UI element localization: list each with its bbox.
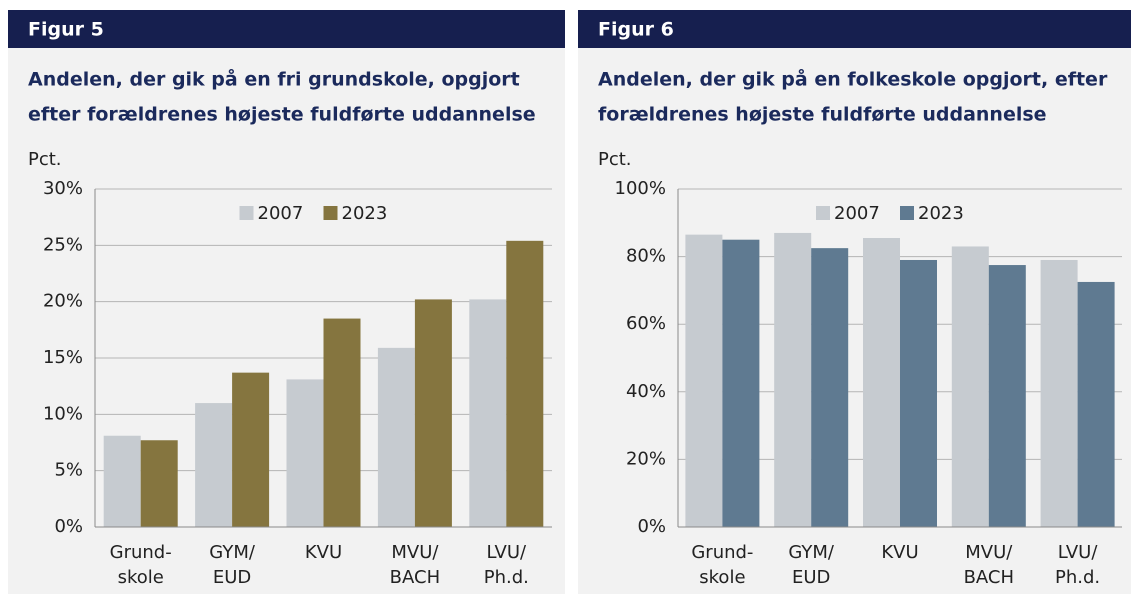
x-tick-label: MVU/ xyxy=(391,542,439,563)
x-tick-label: KVU xyxy=(881,542,918,563)
bar xyxy=(811,248,849,527)
chart-title: efter forældrenes højeste fuldførte udda… xyxy=(28,104,536,126)
bar xyxy=(377,347,415,527)
x-tick-label: GYM/ xyxy=(209,542,256,563)
y-tick-label: 20% xyxy=(43,291,83,312)
panel-header xyxy=(8,10,565,48)
y-tick-label: 15% xyxy=(43,347,83,368)
bar xyxy=(863,238,900,527)
figure-label: Figur 5 xyxy=(28,19,104,41)
x-tick-label: EUD xyxy=(792,567,830,588)
y-tick-label: 20% xyxy=(626,448,666,469)
chart-title: Andelen, der gik på en folkeskole opgjor… xyxy=(598,67,1108,91)
legend-label: 2023 xyxy=(342,203,388,224)
bar xyxy=(506,240,544,527)
x-tick-label: Ph.d. xyxy=(484,567,529,588)
legend-label: 2007 xyxy=(834,203,880,224)
y-tick-label: 80% xyxy=(626,246,666,267)
y-tick-label: 0% xyxy=(54,516,83,537)
x-tick-label: EUD xyxy=(213,567,251,588)
bar xyxy=(722,239,760,527)
bar xyxy=(286,379,324,527)
legend-swatch xyxy=(900,206,914,220)
x-tick-label: GYM/ xyxy=(788,542,835,563)
x-tick-label: Grund- xyxy=(691,542,753,563)
figure-label: Figur 6 xyxy=(598,19,674,41)
bar xyxy=(103,435,141,527)
y-tick-label: 60% xyxy=(626,313,666,334)
y-tick-label: 5% xyxy=(54,460,83,481)
chart-title: Andelen, der gik på en fri grundskole, o… xyxy=(28,67,520,91)
y-tick-label: 10% xyxy=(43,403,83,424)
panel xyxy=(578,10,1131,594)
y-axis-label: Pct. xyxy=(28,149,62,170)
x-tick-label: LVU/ xyxy=(1058,542,1099,563)
legend-label: 2023 xyxy=(918,203,964,224)
x-tick-label: LVU/ xyxy=(486,542,527,563)
bar xyxy=(323,318,361,527)
y-tick-label: 25% xyxy=(43,234,83,255)
bar xyxy=(988,265,1026,527)
x-tick-label: Grund- xyxy=(110,542,172,563)
chart-title: forældrenes højeste fuldførte uddannelse xyxy=(598,104,1047,126)
bar xyxy=(951,246,989,527)
x-tick-label: Ph.d. xyxy=(1055,567,1100,588)
bar xyxy=(1077,281,1115,527)
bar xyxy=(140,440,178,527)
bar xyxy=(414,299,452,527)
x-tick-label: skole xyxy=(118,567,164,588)
x-tick-label: BACH xyxy=(964,567,1014,588)
panel-header xyxy=(578,10,1131,48)
y-tick-label: 100% xyxy=(615,178,666,199)
y-tick-label: 40% xyxy=(626,381,666,402)
bar xyxy=(900,259,937,527)
x-tick-label: skole xyxy=(699,567,745,588)
bar xyxy=(232,372,270,527)
bar xyxy=(774,232,812,527)
x-tick-label: BACH xyxy=(390,567,440,588)
legend-swatch xyxy=(323,206,338,220)
bar xyxy=(685,234,723,527)
bar xyxy=(195,403,233,527)
y-tick-label: 0% xyxy=(637,516,666,537)
legend-swatch xyxy=(816,206,830,220)
y-tick-label: 30% xyxy=(43,178,83,199)
y-axis-label: Pct. xyxy=(598,149,632,170)
x-tick-label: MVU/ xyxy=(965,542,1013,563)
legend-label: 2007 xyxy=(258,203,304,224)
legend-swatch xyxy=(239,206,254,220)
bar xyxy=(469,299,507,527)
x-tick-label: KVU xyxy=(305,542,342,563)
bar xyxy=(1040,259,1078,527)
